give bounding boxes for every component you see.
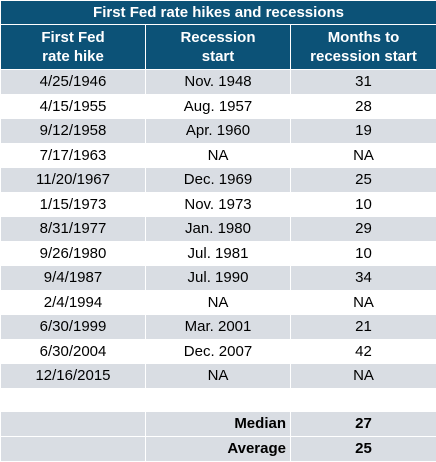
recession-start-cell: NA: [146, 143, 291, 168]
summary-blank-cell: [1, 436, 146, 461]
table-row: 8/31/1977 Jan. 1980 29: [1, 217, 436, 242]
hike-date-cell: 6/30/1999: [1, 315, 146, 340]
months-cell: 25: [291, 168, 436, 193]
recession-start-cell: Mar. 2001: [146, 315, 291, 340]
header-line: start: [146, 47, 290, 66]
header-line: recession start: [291, 47, 436, 66]
average-label: Average: [146, 436, 291, 461]
average-value: 25: [291, 436, 436, 461]
hike-date-cell: 11/20/1967: [1, 168, 146, 193]
recession-start-cell: Jan. 1980: [146, 217, 291, 242]
median-value: 27: [291, 411, 436, 436]
average-row: Average 25: [1, 436, 436, 461]
recession-start-cell: Dec. 1969: [146, 168, 291, 193]
hike-date-cell: 6/30/2004: [1, 339, 146, 364]
summary-blank-cell: [1, 411, 146, 436]
hike-date-cell: 9/26/1980: [1, 241, 146, 266]
recession-start-cell: Jul. 1981: [146, 241, 291, 266]
spacer-cell: [1, 388, 436, 411]
header-line: rate hike: [1, 47, 145, 66]
recession-start-cell: Nov. 1948: [146, 70, 291, 95]
column-header-first-fed-rate-hike: First Fed rate hike: [1, 25, 146, 70]
table-row: 11/20/1967 Dec. 1969 25: [1, 168, 436, 193]
hike-date-cell: 4/25/1946: [1, 70, 146, 95]
column-header-row: First Fed rate hike Recession start Mont…: [1, 25, 436, 70]
hike-date-cell: 8/31/1977: [1, 217, 146, 242]
recession-start-cell: Nov. 1973: [146, 192, 291, 217]
table-title: First Fed rate hikes and recessions: [1, 1, 436, 25]
table-row: 4/25/1946 Nov. 1948 31: [1, 70, 436, 95]
recession-start-cell: NA: [146, 290, 291, 315]
median-label: Median: [146, 411, 291, 436]
table-row: 9/4/1987 Jul. 1990 34: [1, 266, 436, 291]
recession-start-cell: Apr. 1960: [146, 119, 291, 144]
months-cell: NA: [291, 364, 436, 389]
spacer-row: [1, 388, 436, 411]
table-title-row: First Fed rate hikes and recessions: [1, 1, 436, 25]
months-cell: NA: [291, 290, 436, 315]
hike-date-cell: 9/4/1987: [1, 266, 146, 291]
hike-date-cell: 9/12/1958: [1, 119, 146, 144]
hike-date-cell: 12/16/2015: [1, 364, 146, 389]
header-line: Recession: [146, 28, 290, 47]
months-cell: 19: [291, 119, 436, 144]
table-row: 9/12/1958 Apr. 1960 19: [1, 119, 436, 144]
months-cell: 10: [291, 241, 436, 266]
hike-date-cell: 4/15/1955: [1, 94, 146, 119]
months-cell: 31: [291, 70, 436, 95]
table-row: 2/4/1994 NA NA: [1, 290, 436, 315]
table-row: 4/15/1955 Aug. 1957 28: [1, 94, 436, 119]
recession-start-cell: NA: [146, 364, 291, 389]
hike-date-cell: 1/15/1973: [1, 192, 146, 217]
table-row: 1/15/1973 Nov. 1973 10: [1, 192, 436, 217]
months-cell: NA: [291, 143, 436, 168]
header-line: Months to: [291, 28, 436, 47]
column-header-months-to-recession: Months to recession start: [291, 25, 436, 70]
table-row: 7/17/1963 NA NA: [1, 143, 436, 168]
recession-start-cell: Aug. 1957: [146, 94, 291, 119]
months-cell: 21: [291, 315, 436, 340]
months-cell: 29: [291, 217, 436, 242]
months-cell: 10: [291, 192, 436, 217]
column-header-recession-start: Recession start: [146, 25, 291, 70]
table-row: 6/30/2004 Dec. 2007 42: [1, 339, 436, 364]
hike-date-cell: 7/17/1963: [1, 143, 146, 168]
recession-start-cell: Dec. 2007: [146, 339, 291, 364]
months-cell: 34: [291, 266, 436, 291]
header-line: First Fed: [1, 28, 145, 47]
table-row: 9/26/1980 Jul. 1981 10: [1, 241, 436, 266]
recession-start-cell: Jul. 1990: [146, 266, 291, 291]
table-row: 12/16/2015 NA NA: [1, 364, 436, 389]
table-row: 6/30/1999 Mar. 2001 21: [1, 315, 436, 340]
months-cell: 28: [291, 94, 436, 119]
median-row: Median 27: [1, 411, 436, 436]
months-cell: 42: [291, 339, 436, 364]
hike-date-cell: 2/4/1994: [1, 290, 146, 315]
